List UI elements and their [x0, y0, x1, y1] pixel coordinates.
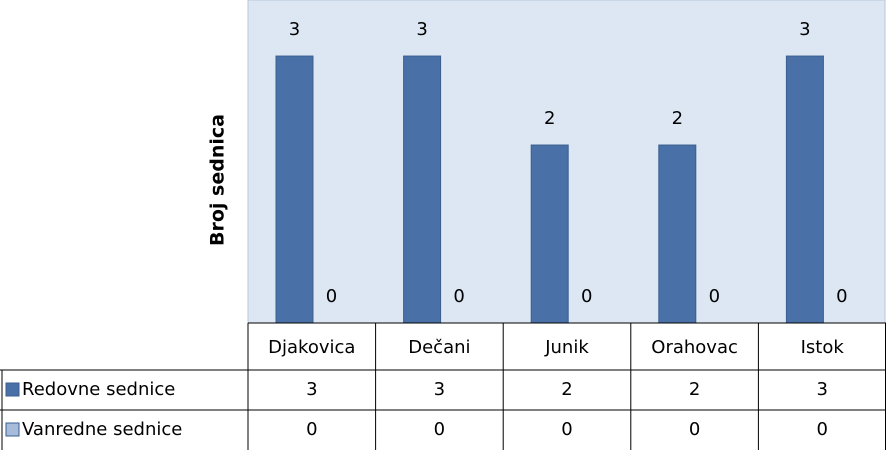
x-tick-label: Junik: [544, 337, 589, 358]
x-tick-label: Djakovica: [268, 337, 355, 358]
data-label: 3: [799, 19, 810, 40]
bar: [658, 144, 697, 324]
bar: [785, 55, 824, 324]
table-cell: 2: [561, 379, 572, 400]
table-cell: 3: [816, 379, 827, 400]
y-axis-label: Broj sednica: [207, 114, 229, 246]
x-tick-label: Istok: [801, 337, 845, 358]
x-tick-label: Orahovac: [651, 337, 738, 358]
data-label: 3: [289, 19, 300, 40]
legend-label: Vanredne sednice: [22, 419, 182, 440]
table-cell: 3: [434, 379, 445, 400]
data-label: 0: [581, 286, 592, 307]
table-cell: 2: [689, 379, 700, 400]
data-label: 0: [326, 286, 337, 307]
table-cell: 0: [434, 419, 445, 440]
data-label: 2: [544, 108, 555, 129]
table-cell: 0: [561, 419, 572, 440]
legend-key: [5, 422, 20, 437]
bar: [403, 55, 442, 324]
bar: [275, 55, 314, 324]
legend-key: [5, 382, 20, 397]
table-cell: 0: [816, 419, 827, 440]
data-label: 3: [416, 19, 427, 40]
x-tick-label: Dečani: [408, 337, 470, 358]
table-cell: 0: [689, 419, 700, 440]
data-label: 0: [453, 286, 464, 307]
table-cell: 0: [306, 419, 317, 440]
table-cell: 3: [306, 379, 317, 400]
legend-label: Redovne sednice: [22, 379, 175, 400]
data-label: 2: [672, 108, 683, 129]
data-label: 0: [836, 286, 847, 307]
bar: [530, 144, 569, 324]
data-label: 0: [709, 286, 720, 307]
